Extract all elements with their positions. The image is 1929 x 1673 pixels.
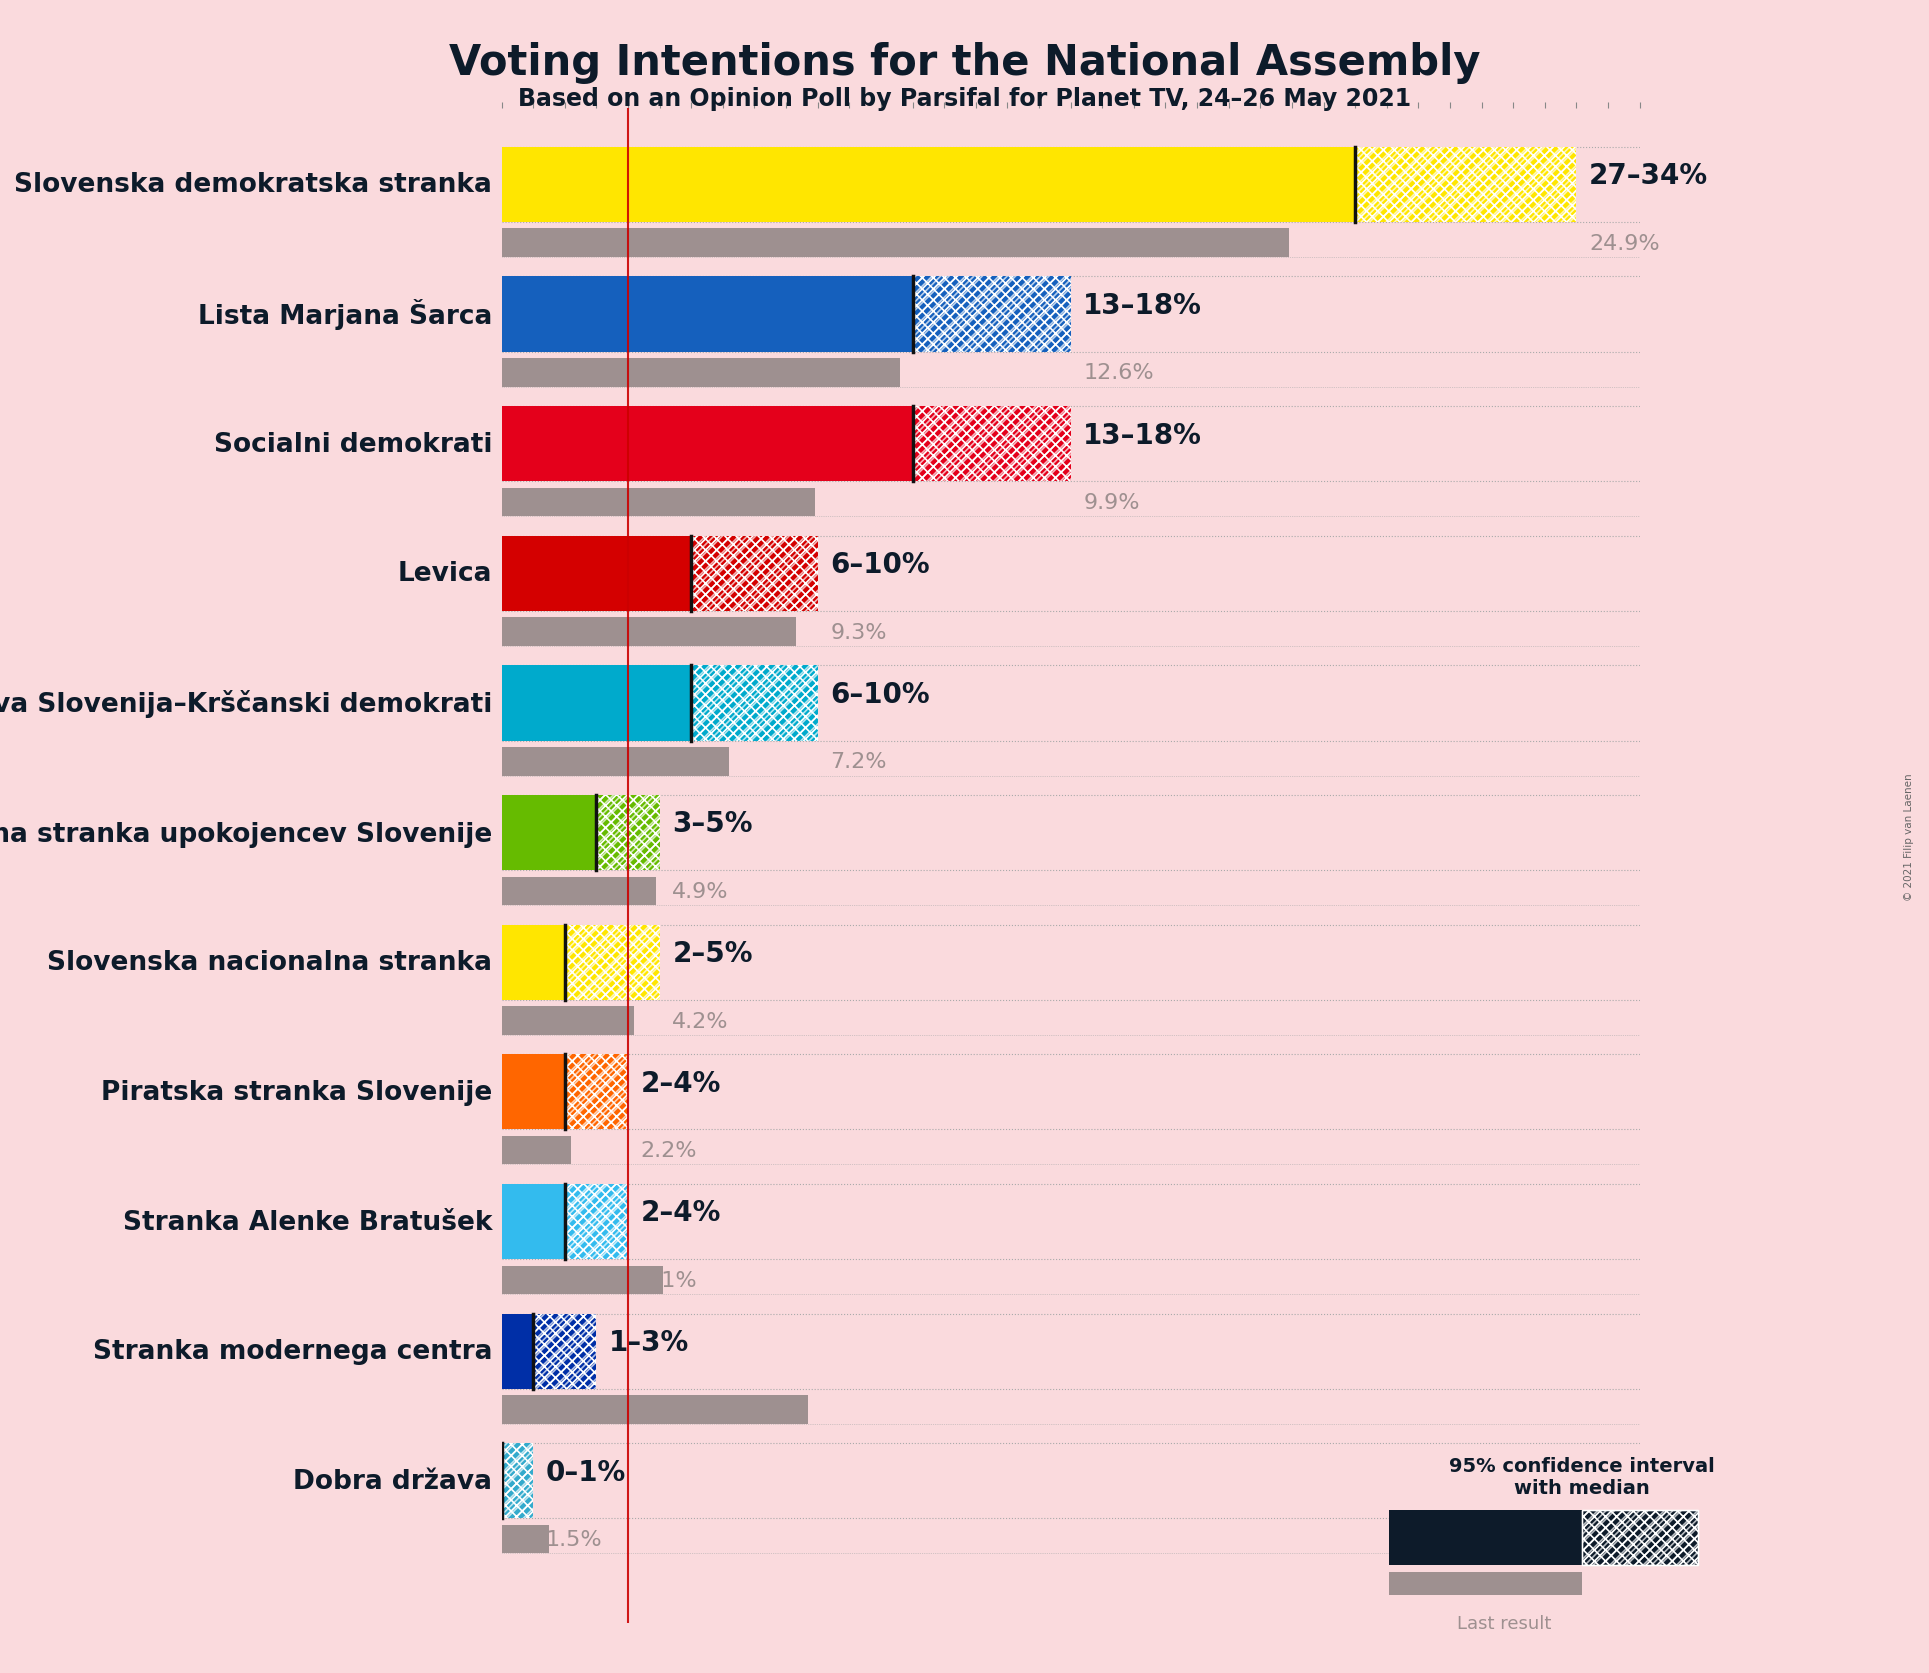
Text: 1.5%: 1.5% bbox=[546, 1529, 602, 1549]
Bar bbox=[502, 407, 912, 482]
Bar bbox=[502, 489, 814, 517]
Bar bbox=[691, 537, 818, 612]
Bar bbox=[912, 407, 1071, 482]
Text: Dobra država: Dobra država bbox=[293, 1467, 492, 1494]
Bar bbox=[532, 1313, 596, 1389]
Text: 6–10%: 6–10% bbox=[829, 681, 930, 708]
Bar bbox=[502, 666, 818, 741]
Text: Voting Intentions for the National Assembly: Voting Intentions for the National Assem… bbox=[449, 42, 1480, 84]
Text: 27–34%: 27–34% bbox=[1589, 162, 1709, 191]
Bar bbox=[502, 925, 660, 1000]
Bar bbox=[691, 666, 818, 741]
Bar bbox=[502, 537, 818, 612]
Bar bbox=[502, 795, 596, 870]
Bar bbox=[502, 1313, 532, 1389]
Text: Stranka Alenke Bratušek: Stranka Alenke Bratušek bbox=[123, 1210, 492, 1235]
Bar bbox=[502, 1184, 629, 1260]
Bar bbox=[502, 278, 1071, 353]
Text: 3–5%: 3–5% bbox=[671, 810, 752, 838]
Bar bbox=[596, 795, 660, 870]
Bar bbox=[502, 1395, 808, 1424]
Bar bbox=[1582, 1511, 1698, 1566]
Text: Slovenska nacionalna stranka: Slovenska nacionalna stranka bbox=[46, 950, 492, 975]
Bar bbox=[691, 537, 818, 612]
Bar bbox=[502, 795, 660, 870]
Text: Levica: Levica bbox=[397, 560, 492, 587]
Text: 5.1%: 5.1% bbox=[640, 1270, 696, 1290]
Bar bbox=[502, 666, 691, 741]
Bar bbox=[565, 925, 660, 1000]
Bar bbox=[502, 1136, 571, 1164]
Bar bbox=[565, 1184, 629, 1260]
Text: Demokratična stranka upokojencev Slovenije: Demokratična stranka upokojencev Sloveni… bbox=[0, 820, 492, 847]
Text: Stranka modernega centra: Stranka modernega centra bbox=[93, 1338, 492, 1365]
Text: Nova Slovenija–Krščanski demokrati: Nova Slovenija–Krščanski demokrati bbox=[0, 689, 492, 718]
Text: 13–18%: 13–18% bbox=[1084, 291, 1202, 320]
Bar bbox=[502, 1313, 596, 1389]
Bar bbox=[502, 358, 899, 388]
Text: 0–1%: 0–1% bbox=[546, 1457, 627, 1486]
Text: 95% confidence interval
with median: 95% confidence interval with median bbox=[1449, 1457, 1715, 1497]
Text: 9.9%: 9.9% bbox=[1084, 492, 1140, 512]
Bar bbox=[912, 278, 1071, 353]
Bar bbox=[1389, 1511, 1582, 1566]
Bar bbox=[502, 147, 1576, 223]
Bar bbox=[502, 1526, 550, 1554]
Bar bbox=[502, 617, 795, 646]
Text: 2–5%: 2–5% bbox=[671, 940, 752, 967]
Bar bbox=[502, 1444, 532, 1519]
Bar bbox=[502, 278, 912, 353]
Bar bbox=[502, 1007, 635, 1036]
Bar bbox=[502, 748, 729, 776]
Text: 4.2%: 4.2% bbox=[671, 1010, 729, 1031]
Bar bbox=[532, 1313, 596, 1389]
Text: 12.6%: 12.6% bbox=[1084, 363, 1154, 383]
Bar bbox=[502, 925, 565, 1000]
Text: Piratska stranka Slovenije: Piratska stranka Slovenije bbox=[100, 1079, 492, 1106]
Bar bbox=[1354, 147, 1576, 223]
Bar bbox=[565, 1054, 629, 1129]
Bar bbox=[1354, 147, 1576, 223]
Bar bbox=[502, 1054, 565, 1129]
Bar bbox=[502, 229, 1289, 258]
Bar bbox=[502, 1444, 532, 1519]
Text: 2.2%: 2.2% bbox=[640, 1141, 696, 1161]
Bar bbox=[502, 1444, 532, 1519]
Text: 13–18%: 13–18% bbox=[1084, 422, 1202, 450]
Bar bbox=[502, 537, 691, 612]
Bar bbox=[502, 1054, 629, 1129]
Text: Socialni demokrati: Socialni demokrati bbox=[214, 432, 492, 457]
Text: Lista Marjana Šarca: Lista Marjana Šarca bbox=[197, 299, 492, 330]
Bar bbox=[565, 1054, 629, 1129]
Bar bbox=[912, 278, 1071, 353]
Text: 9.3%: 9.3% bbox=[829, 622, 887, 642]
Text: 7.2%: 7.2% bbox=[829, 751, 887, 771]
Bar bbox=[502, 877, 656, 905]
Bar bbox=[596, 795, 660, 870]
Bar bbox=[502, 407, 1071, 482]
Bar bbox=[565, 1184, 629, 1260]
Text: 2–4%: 2–4% bbox=[640, 1200, 721, 1226]
Bar bbox=[565, 925, 660, 1000]
Text: 6–10%: 6–10% bbox=[829, 550, 930, 579]
Bar bbox=[1582, 1511, 1698, 1566]
Bar bbox=[502, 1266, 664, 1295]
Text: Last result: Last result bbox=[1458, 1614, 1551, 1633]
Text: Based on an Opinion Poll by Parsifal for Planet TV, 24–26 May 2021: Based on an Opinion Poll by Parsifal for… bbox=[519, 87, 1410, 110]
Text: © 2021 Filip van Laenen: © 2021 Filip van Laenen bbox=[1904, 773, 1914, 900]
Bar bbox=[1389, 1573, 1582, 1596]
Bar bbox=[691, 666, 818, 741]
Text: 4.9%: 4.9% bbox=[671, 882, 729, 902]
Bar bbox=[912, 407, 1071, 482]
Text: 2–4%: 2–4% bbox=[640, 1069, 721, 1097]
Text: 1–3%: 1–3% bbox=[610, 1328, 689, 1357]
Bar bbox=[502, 147, 1354, 223]
Bar bbox=[502, 1184, 565, 1260]
Text: 9.7%: 9.7% bbox=[610, 1400, 666, 1420]
Text: 24.9%: 24.9% bbox=[1589, 234, 1659, 254]
Text: Slovenska demokratska stranka: Slovenska demokratska stranka bbox=[14, 172, 492, 197]
